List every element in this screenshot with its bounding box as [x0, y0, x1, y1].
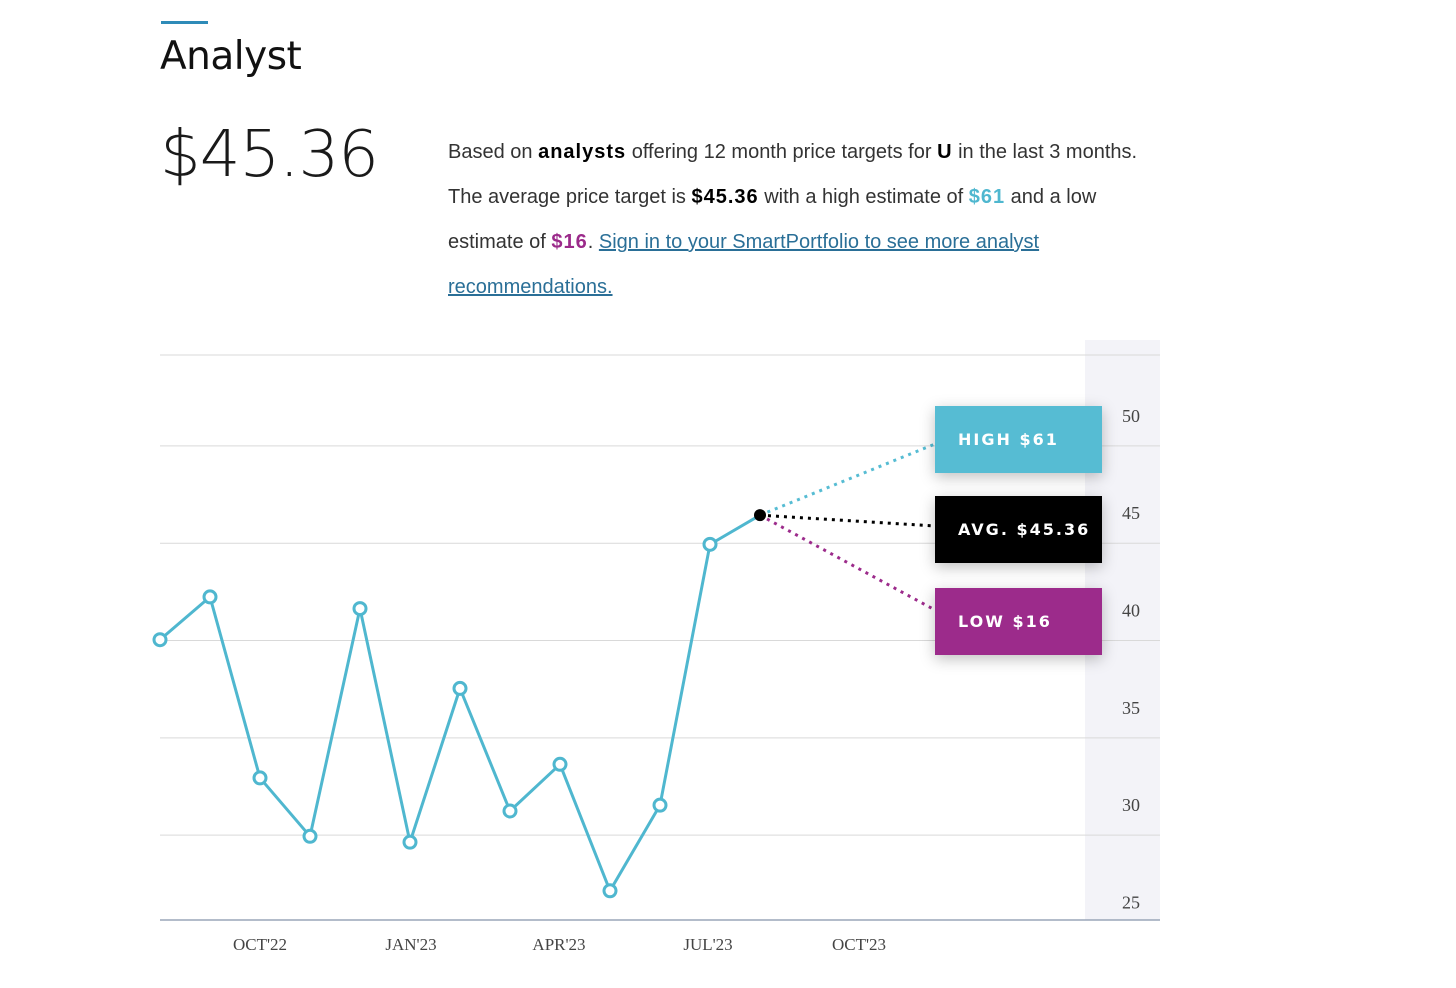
avg-forecast-line [759, 513, 936, 528]
current-price-point [754, 509, 766, 522]
desc-low-estimate: $16 [551, 231, 588, 253]
y-tick-label: 30 [1122, 795, 1140, 815]
y-tick-label: 25 [1122, 892, 1140, 912]
desc-text: in the last 3 months. The average price … [448, 141, 1138, 208]
desc-ticker: U [937, 141, 953, 163]
data-point [152, 632, 168, 648]
data-point [602, 883, 618, 899]
desc-analysts: analysts [538, 141, 627, 163]
y-tick-label: 35 [1122, 698, 1140, 718]
desc-text: with a high estimate of [758, 186, 969, 208]
data-point [402, 834, 418, 850]
data-point [302, 828, 318, 844]
data-point [552, 756, 568, 772]
x-tick-label: OCT'22 [233, 935, 287, 954]
section-title: Analyst [160, 34, 302, 79]
section-accent-bar [161, 21, 208, 24]
desc-text: Based on [448, 141, 539, 163]
y-tick-label: 45 [1122, 503, 1140, 523]
data-point [202, 589, 218, 605]
smartportfolio-signin-link[interactable]: Sign in to your SmartPortfolio to see mo… [448, 231, 1040, 298]
analyst-description: Based on analysts offering 12 month pric… [448, 130, 1168, 310]
average-target-label: AVG. $45.36 [935, 496, 1102, 563]
x-tick-label: JUL'23 [683, 935, 732, 954]
desc-text: . [587, 231, 599, 253]
y-tick-label: 40 [1122, 601, 1140, 621]
high-target-label: HIGH $61 [935, 406, 1102, 473]
average-price-target: $45.36 [160, 118, 379, 192]
x-tick-label: JAN'23 [385, 935, 436, 954]
desc-high-estimate: $61 [968, 186, 1006, 208]
data-point [702, 536, 718, 552]
data-point [652, 797, 668, 813]
x-tick-label: APR'23 [532, 935, 585, 954]
data-point [352, 601, 368, 617]
desc-text: offering 12 month price targets for [626, 141, 938, 163]
data-point [452, 680, 468, 696]
desc-text: and a low estimate of [448, 186, 1097, 253]
price-line [159, 513, 761, 893]
low-forecast-line [759, 513, 936, 612]
low-target-label: LOW $16 [935, 588, 1102, 655]
data-point [502, 803, 518, 819]
data-point [252, 770, 268, 786]
desc-average: $45.36 [691, 186, 759, 208]
y-tick-label: 50 [1122, 406, 1140, 426]
x-tick-label: OCT'23 [832, 935, 886, 954]
high-forecast-line [759, 442, 936, 517]
